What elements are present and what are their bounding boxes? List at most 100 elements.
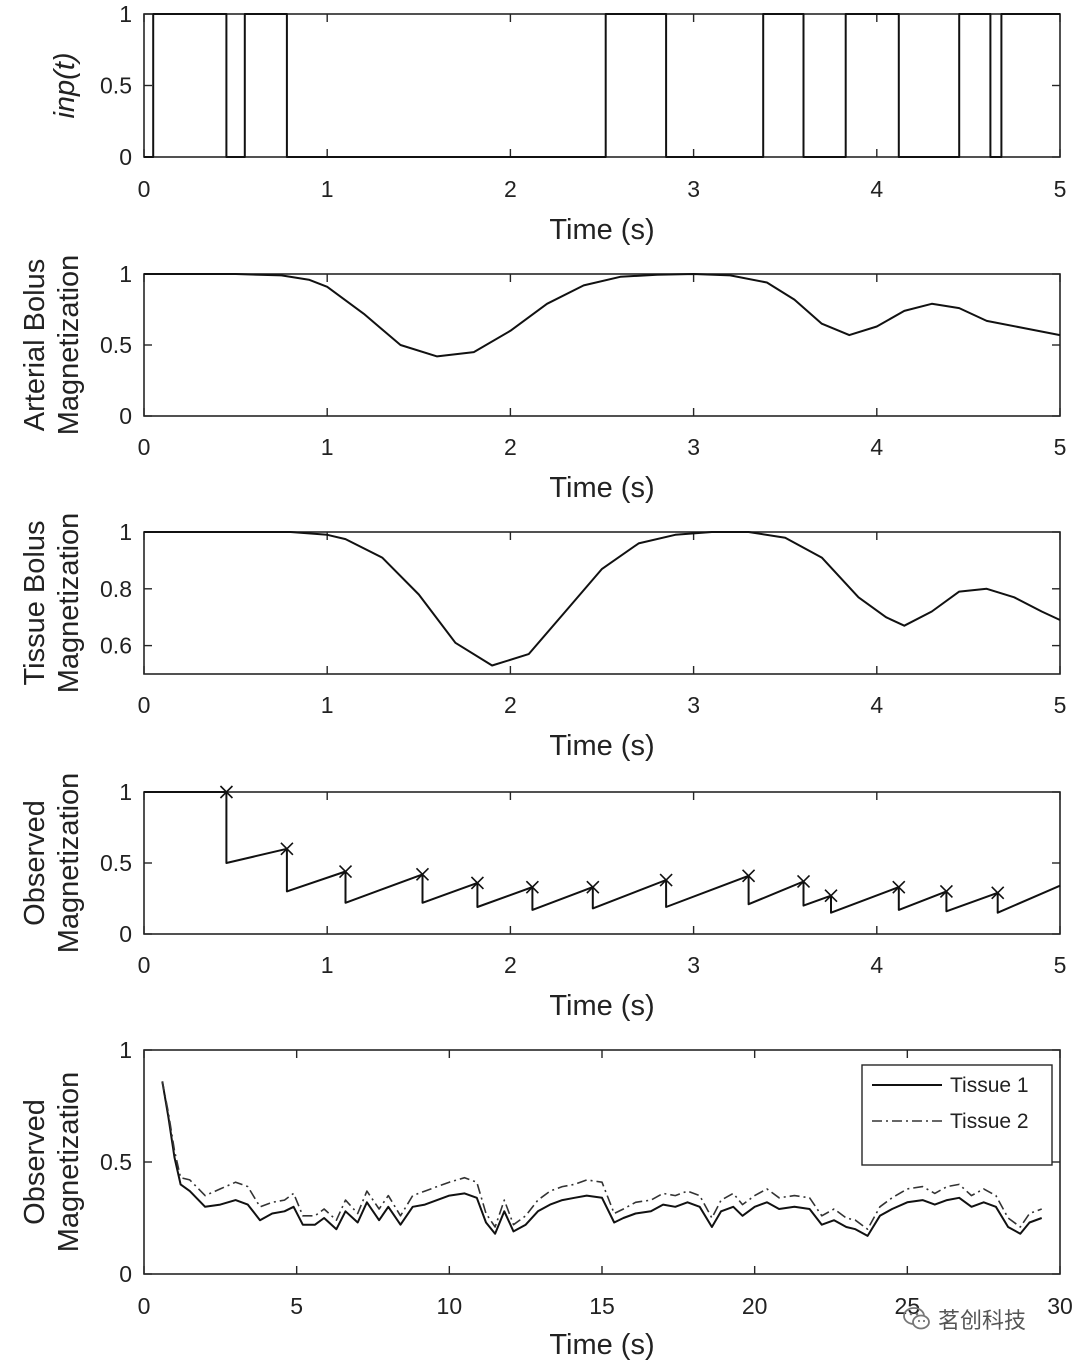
x-tick-label: 10 [437,1293,463,1319]
y-axis-label: Arterial BolusMagnetization [19,255,85,436]
x-axis-label: Time (s) [549,1329,654,1361]
series-line-tissue-1 [161,1081,1043,1237]
y-axis-label-line: Arterial Bolus [19,259,51,431]
x-tick-label: 5 [1054,434,1067,460]
x-tick-label: 2 [504,952,517,978]
x-marker [659,873,673,887]
x-axis-label: Time (s) [549,472,654,504]
y-axis-label: ObservedMagnetization [19,1072,85,1253]
y-tick-label: 0.5 [100,332,132,358]
watermark-text: 茗创科技 [938,1309,1027,1334]
x-axis-label: Time (s) [549,214,654,246]
x-tick-label: 0 [138,176,151,202]
x-tick-label: 4 [870,434,883,460]
axes-box [143,273,1061,417]
y-axis-label-line: Magnetization [53,255,85,436]
legend-box [861,1064,1053,1166]
series-line-tissue-2 [161,1081,1042,1230]
x-tick-label: 5 [1054,692,1067,718]
x-tick-label: 2 [504,692,517,718]
x-tick-label: 1 [321,692,334,718]
x-tick-label: 3 [687,692,700,718]
x-marker [939,884,953,898]
legend-entry: Tissue 1 [950,1074,1029,1097]
panel-arterial-bolus: 0 1 2 3 4 5 0 0.5 1 Time (s) Arterial BolusMagneti… [19,255,1066,504]
watermark: 茗创科技 [902,1302,1026,1336]
y-axis-label-line: Observed [19,1099,51,1225]
y-tick-label: 0.5 [100,850,132,876]
axes-box [143,531,1061,675]
legend-entry: Tissue 2 [950,1110,1029,1133]
x-marker [741,869,756,883]
x-tick-label: 2 [504,176,517,202]
x-tick-label: 0 [138,692,151,718]
x-tick-label: 30 [1047,1293,1073,1319]
x-tick-label: 4 [870,176,883,202]
series-line-observed-magnetization [144,791,1061,914]
x-tick-label: 0 [138,952,151,978]
x-marker [824,889,838,903]
wechat-icon [903,1307,930,1330]
y-axis-label-line: Magnetization [53,1072,85,1253]
x-marker [892,880,906,894]
x-marker [219,785,234,799]
x-marker [525,880,539,894]
y-tick-label: 1 [119,779,132,805]
series-line-inp-t- [144,13,1060,158]
x-tick-label: 3 [687,952,700,978]
x-tick-label: 3 [687,434,700,460]
y-tick-label: 1 [119,261,132,287]
series-line-tissue-bolus-magnetization [144,531,1061,667]
x-tick-label: 3 [687,176,700,202]
y-tick-label: 1 [119,519,132,545]
panel-inp: 0 1 2 3 4 5 0 0.5 1 Time (s) inp(t) [49,1,1066,246]
x-marker [280,842,294,856]
x-marker [338,864,353,879]
x-tick-label: 0 [138,434,151,460]
x-tick-label: 1 [321,176,334,202]
y-tick-label: 0 [119,921,132,947]
x-axis-label: Time (s) [549,730,654,762]
y-axis-label-line: Magnetization [53,513,85,694]
panel-observed-magnetization: 0 1 2 3 4 5 0 0.5 1 Time (s) ObservedMagnetization [19,773,1066,1022]
x-marker [796,874,811,889]
x-axis-label: Time (s) [549,990,654,1022]
panel-tissue-bolus: 0 1 2 3 4 5 0.6 0.8 1 Time (s) Tissue BolusMagneti… [19,513,1066,762]
x-marker [586,880,600,894]
y-tick-label: 0.8 [100,576,132,602]
y-tick-label: 0 [119,403,132,429]
y-axis-label-line: Magnetization [53,773,85,954]
y-axis-label: ObservedMagnetization [19,773,85,954]
y-axis-label-line: Tissue Bolus [19,521,51,686]
y-tick-label: 0.6 [100,633,132,659]
x-tick-label: 4 [870,952,883,978]
series-line-arterial-bolus-magnetization [144,273,1061,358]
x-tick-label: 2 [504,434,517,460]
x-marker [470,876,484,890]
y-axis-label-line: Observed [19,800,51,926]
x-tick-label: 1 [321,434,334,460]
y-tick-label: 0.5 [100,1149,132,1175]
x-tick-label: 4 [870,692,883,718]
y-tick-label: 0.5 [100,73,132,99]
x-marker [991,886,1005,900]
axes-box [143,13,1061,158]
y-tick-label: 1 [119,1037,132,1063]
panel-observed-magnetization-long: 0 5 10 15 20 25 30 0 0.5 1 Time (s) ObservedMagneti… [19,1037,1073,1361]
x-tick-label: 5 [1054,176,1067,202]
y-axis-label: Tissue BolusMagnetization [19,513,85,694]
x-tick-label: 1 [321,952,334,978]
y-axis-label-line: inp(t) [49,52,81,118]
x-tick-label: 15 [589,1293,615,1319]
y-tick-label: 0 [119,144,132,170]
x-tick-label: 25 [895,1293,921,1319]
y-tick-label: 0 [119,1261,132,1287]
y-axis-label: inp(t) [49,52,81,118]
x-tick-label: 20 [742,1293,768,1319]
x-marker [415,867,430,881]
axes-box [143,791,1061,935]
x-tick-label: 0 [138,1293,151,1319]
y-tick-label: 1 [119,1,132,27]
x-tick-label: 5 [1054,952,1067,978]
